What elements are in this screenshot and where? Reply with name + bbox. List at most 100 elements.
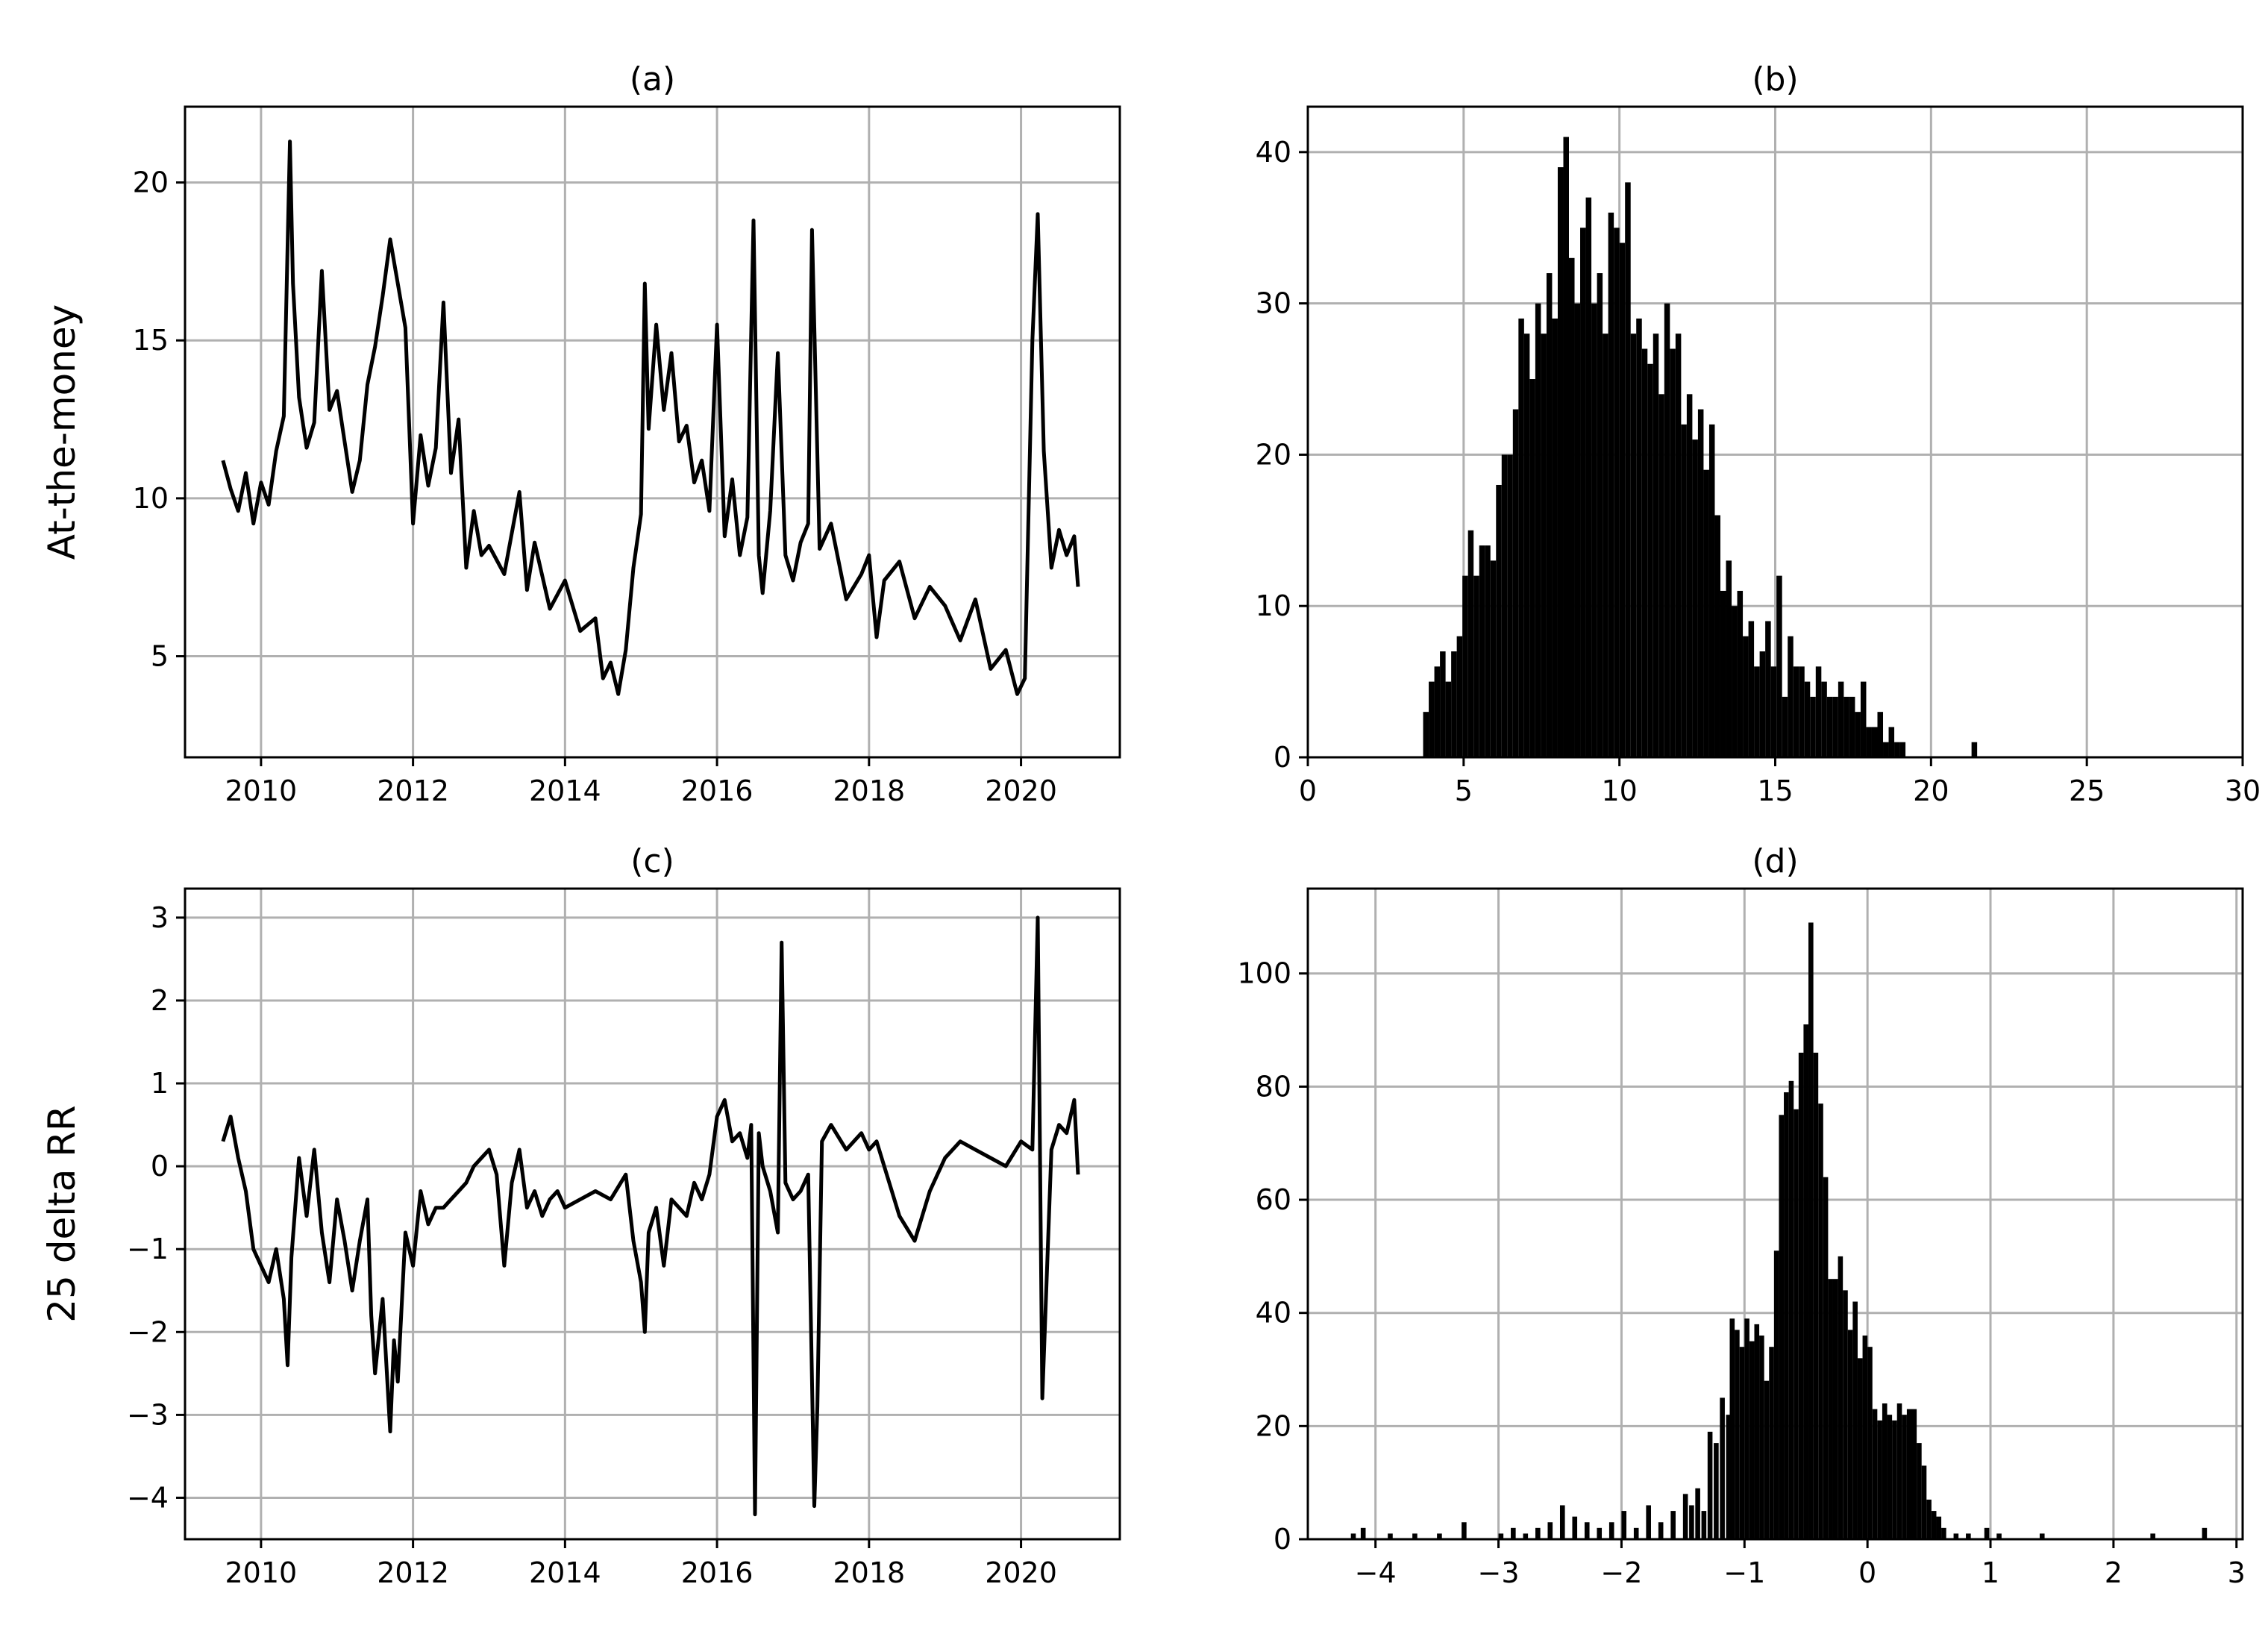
histogram-bar xyxy=(1714,1443,1719,1539)
y-tick-label: 80 xyxy=(1256,1070,1291,1103)
histogram-bar xyxy=(1759,1336,1764,1539)
histogram-bar xyxy=(1826,696,1833,757)
histogram-bar xyxy=(1597,273,1603,757)
y-tick-label: 0 xyxy=(1274,741,1291,774)
histogram-bar xyxy=(1434,666,1441,757)
panel-b: 0 5 10 15 20 25 30 0 10 20 30 40 (b) xyxy=(1256,60,2261,807)
histogram-bar xyxy=(1563,137,1570,758)
x-tick-label: 2010 xyxy=(225,1556,298,1589)
y-tick-label: 30 xyxy=(1256,287,1291,320)
histogram-bar xyxy=(1984,1527,1990,1539)
histogram-bar xyxy=(1529,379,1535,757)
histogram-bar xyxy=(1630,334,1637,757)
histogram-bar xyxy=(1779,1115,1785,1539)
histogram-bar xyxy=(1653,334,1659,757)
x-tick-label: 2014 xyxy=(529,1556,601,1589)
histogram-bar xyxy=(1350,1533,1356,1539)
y-tick-label: 20 xyxy=(133,166,169,199)
panel-d: −4 −3 −2 −1 0 1 2 3 0 20 40 60 80 100 (d) xyxy=(1237,842,2245,1589)
histogram-bar xyxy=(1843,1290,1848,1539)
histogram-bar xyxy=(1507,454,1513,757)
y-tick-label: 15 xyxy=(133,324,169,357)
y-tick-label: 60 xyxy=(1256,1183,1291,1216)
histogram-bar xyxy=(1899,742,1906,757)
panel-title: (d) xyxy=(1752,842,1798,880)
histogram-bar xyxy=(1735,1330,1740,1539)
histogram-bar xyxy=(1670,348,1676,758)
histogram-bar xyxy=(1473,575,1479,757)
histogram-bar xyxy=(1832,696,1838,757)
histogram-bar xyxy=(1574,303,1581,757)
histogram-bar xyxy=(1838,681,1844,757)
y-tick-label: 2 xyxy=(151,984,169,1017)
x-tick-label: 15 xyxy=(1757,774,1793,807)
x-tick-label: 2016 xyxy=(681,1556,754,1589)
y-tick-label: 10 xyxy=(1256,589,1291,622)
histogram-bar xyxy=(1608,212,1614,757)
histogram-bar xyxy=(1754,666,1760,757)
histogram-bar xyxy=(1682,1494,1688,1539)
histogram-bar xyxy=(1838,1256,1843,1539)
histogram-bar xyxy=(1559,1505,1565,1539)
histogram-bar xyxy=(1794,1109,1799,1539)
histogram-bar xyxy=(1479,545,1485,757)
histogram-bar xyxy=(1776,575,1782,757)
histogram-bar xyxy=(1926,1499,1932,1539)
histogram-bar xyxy=(1462,1522,1467,1539)
histogram-bar xyxy=(1591,303,1597,757)
y-tick-label: 5 xyxy=(151,640,169,673)
histogram-bar xyxy=(1541,334,1547,757)
histogram-bar xyxy=(1437,1533,1442,1539)
histogram-bar xyxy=(1501,454,1508,757)
histogram-bar xyxy=(1748,621,1755,757)
histogram-bar xyxy=(1726,1415,1732,1539)
histogram-bar xyxy=(1658,394,1664,757)
histogram-bar xyxy=(1585,197,1592,757)
histogram-bar xyxy=(1764,1380,1770,1539)
histogram-bar xyxy=(1697,409,1704,757)
histogram-bar xyxy=(1769,1347,1774,1539)
x-tick-label: 2014 xyxy=(529,774,601,807)
histogram-bar xyxy=(1552,318,1558,757)
histogram-bar xyxy=(1518,318,1524,757)
histogram-bar xyxy=(1793,666,1799,757)
x-tick-label: 2010 xyxy=(225,774,298,807)
histogram-bar xyxy=(1852,1301,1858,1539)
y-tick-label: 40 xyxy=(1256,136,1291,169)
histogram-bar xyxy=(1803,1024,1809,1539)
histogram-bar xyxy=(1828,1279,1833,1539)
y-tick-label: −2 xyxy=(127,1315,169,1348)
histogram-bar xyxy=(1546,273,1553,757)
histogram-bar xyxy=(1695,1488,1700,1539)
histogram-bar xyxy=(1855,712,1861,757)
histogram-bar xyxy=(1866,727,1872,757)
histogram-bar xyxy=(1523,1533,1529,1539)
x-tick-label: −1 xyxy=(1723,1556,1765,1589)
histogram-bar xyxy=(1911,1409,1917,1539)
histogram-bar xyxy=(1621,1511,1627,1539)
histogram-bar xyxy=(1917,1443,1922,1539)
histogram-bar xyxy=(1888,727,1895,757)
histogram-bar xyxy=(1872,1409,1878,1539)
histogram-bar xyxy=(1818,1103,1823,1539)
histogram-bar xyxy=(1689,1505,1694,1539)
x-tick-label: 2 xyxy=(2105,1556,2123,1589)
histogram-bar xyxy=(1714,515,1720,757)
histogram-bar xyxy=(1608,1522,1614,1539)
histogram-bar xyxy=(1557,167,1564,757)
histogram-bar xyxy=(1744,1318,1749,1539)
histogram-bar xyxy=(1798,1052,1804,1539)
histogram-bar xyxy=(1737,590,1744,757)
x-tick-label: 2018 xyxy=(833,1556,905,1589)
y-tick-label: −3 xyxy=(127,1398,169,1431)
histogram-bar xyxy=(1921,1465,1927,1539)
histogram-bar xyxy=(1429,681,1435,757)
x-tick-label: 10 xyxy=(1601,774,1637,807)
x-tick-label: 0 xyxy=(1858,1556,1876,1589)
histogram-bar xyxy=(1720,1397,1725,1539)
x-tick-label: 20 xyxy=(1913,774,1949,807)
histogram-bar xyxy=(1619,242,1626,758)
y-tick-label: 1 xyxy=(151,1067,169,1100)
histogram-bar xyxy=(1456,636,1463,757)
